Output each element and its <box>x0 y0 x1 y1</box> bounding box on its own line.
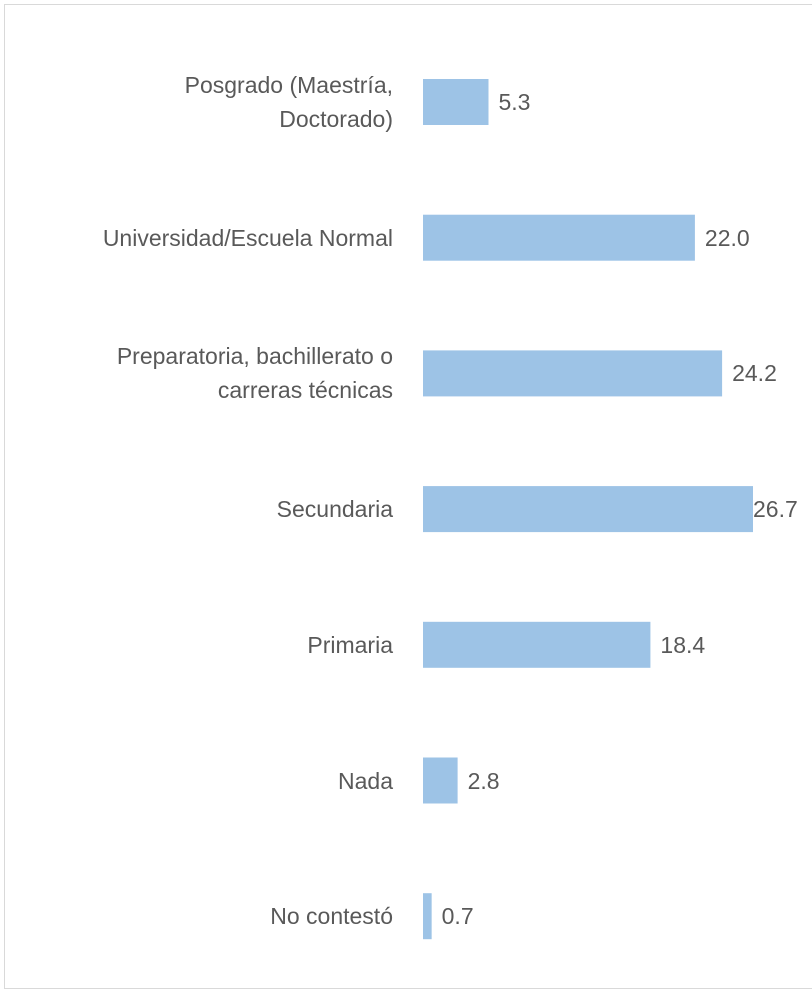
category-label: Posgrado (Maestría, Doctorado) <box>184 72 393 132</box>
value-label: 0.7 <box>441 903 474 930</box>
category-label: Nada <box>338 767 393 794</box>
value-label: 26.7 <box>753 496 798 523</box>
category-label: Universidad/Escuela Normal <box>102 224 393 251</box>
bar <box>423 893 432 940</box>
value-label: 22.0 <box>704 224 750 251</box>
bar <box>423 621 651 668</box>
category-label: Secundaria <box>276 496 393 523</box>
bar <box>423 486 753 533</box>
bar <box>423 79 489 125</box>
value-label: 2.8 <box>467 767 500 794</box>
category-label: Primaria <box>307 631 393 658</box>
category-label: Preparatoria, bachillerato o carreras té… <box>116 343 393 404</box>
value-label: 18.4 <box>660 631 706 658</box>
bar <box>423 214 695 261</box>
bar <box>423 350 723 397</box>
value-label: 24.2 <box>732 360 777 387</box>
chart-border <box>4 4 812 989</box>
category-label: No contestó <box>270 903 393 930</box>
bar <box>423 757 458 804</box>
value-label: 5.3 <box>498 89 531 115</box>
